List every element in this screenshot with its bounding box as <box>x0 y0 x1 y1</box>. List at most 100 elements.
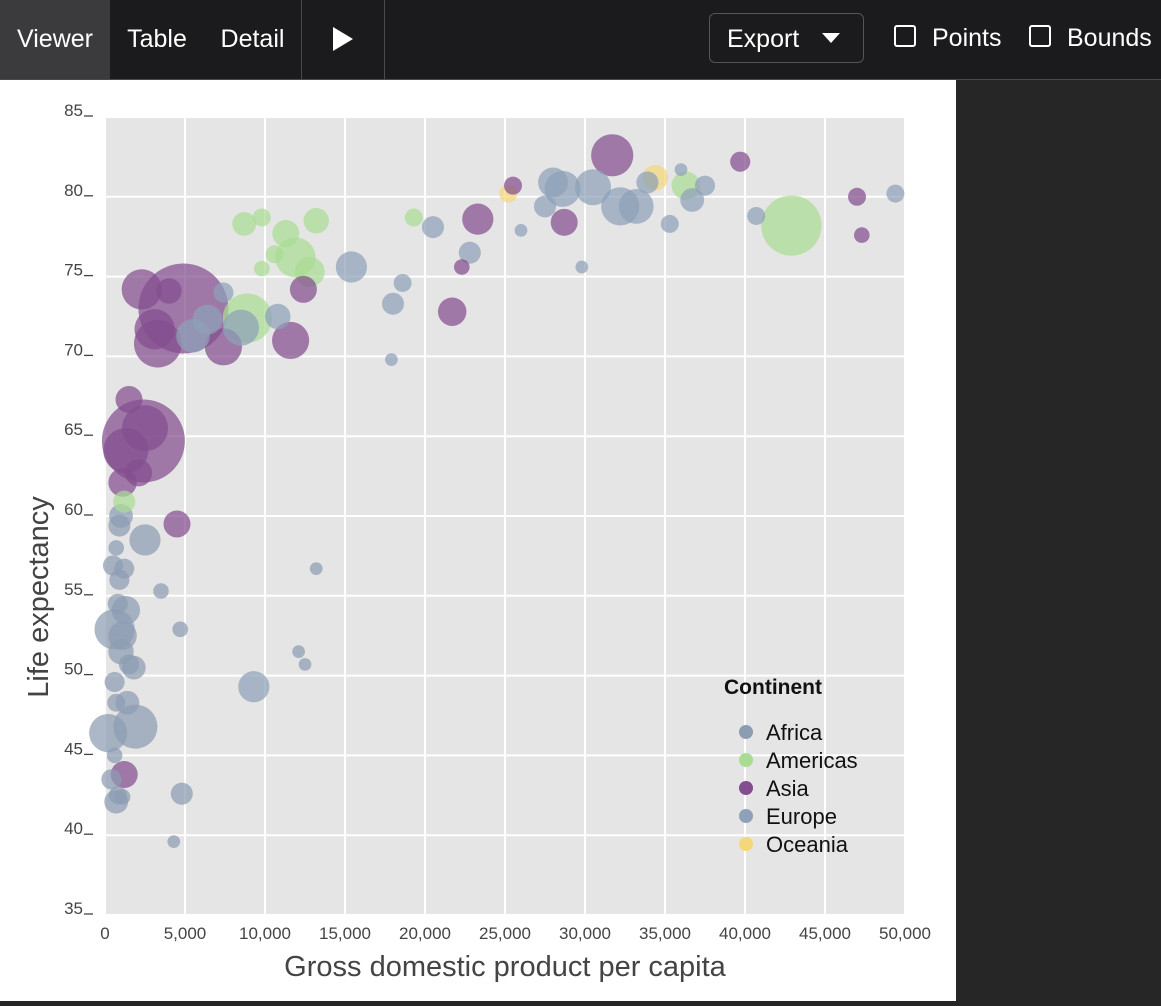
data-point <box>385 353 398 366</box>
tab-viewer[interactable]: Viewer <box>0 0 110 79</box>
data-point <box>854 227 870 243</box>
data-point <box>462 203 494 235</box>
legend-swatch <box>739 809 753 823</box>
data-point <box>238 671 270 703</box>
y-tick-label: 85 <box>64 101 83 120</box>
checkbox-box[interactable] <box>894 25 916 47</box>
x-tick-label: 25,000 <box>479 924 531 943</box>
x-axis-ticks: 0 5,000 10,000 15,000 20,000 25,000 30,000 35,0… <box>100 924 931 943</box>
export-label: Export <box>727 25 800 53</box>
data-point <box>381 292 405 315</box>
y-axis-ticks: 35 40 45 50 55 60 65 70 75 80 85 <box>64 101 93 918</box>
data-point <box>533 195 557 218</box>
data-point <box>153 583 169 599</box>
data-point <box>289 275 317 303</box>
tab-detail[interactable]: Detail <box>220 25 285 53</box>
toolbar-divider <box>301 0 302 79</box>
data-point <box>575 260 589 274</box>
legend-title: Continent <box>724 676 822 699</box>
legend: Continent Africa Americas Asia Europe Oceani… <box>724 676 858 857</box>
x-tick-label: 30,000 <box>559 924 611 943</box>
play-icon <box>333 27 353 51</box>
legend-label: Europe <box>766 804 837 829</box>
data-point <box>674 163 688 177</box>
data-point <box>115 385 143 413</box>
data-point <box>272 220 300 248</box>
side-panel <box>956 80 1161 1001</box>
x-tick-label: 0 <box>100 924 109 943</box>
y-tick-label: 65 <box>64 420 83 439</box>
x-tick-label: 45,000 <box>799 924 851 943</box>
data-point <box>680 188 705 212</box>
checkbox-box[interactable] <box>1029 25 1051 47</box>
data-point <box>309 562 323 576</box>
y-tick-label: 70 <box>64 340 83 359</box>
legend-swatch <box>739 753 753 767</box>
legend-swatch <box>739 837 753 851</box>
data-point <box>129 524 161 556</box>
data-point <box>591 134 634 177</box>
data-point <box>107 693 126 712</box>
data-point <box>104 671 125 693</box>
data-point <box>538 167 568 198</box>
chevron-down-icon <box>822 33 840 43</box>
toolbar: Viewer Table Detail Export Points Bounds <box>0 0 1161 80</box>
data-point <box>730 151 751 172</box>
data-point <box>163 510 191 538</box>
y-tick-label: 35 <box>64 899 83 918</box>
data-point <box>298 658 312 671</box>
data-point <box>156 278 182 304</box>
data-point <box>437 297 467 326</box>
x-tick-label: 40,000 <box>719 924 771 943</box>
data-point <box>636 171 659 194</box>
data-point <box>121 269 162 310</box>
data-points <box>89 134 905 848</box>
legend-label: Asia <box>766 776 810 801</box>
data-point <box>393 273 412 292</box>
data-point <box>272 321 310 359</box>
data-point <box>404 208 423 227</box>
y-tick-label: 80 <box>64 181 83 200</box>
data-point <box>514 223 528 237</box>
x-tick-label: 10,000 <box>239 924 291 943</box>
data-point <box>575 169 611 206</box>
bounds-label: Bounds <box>1067 24 1152 52</box>
data-point <box>292 645 305 659</box>
export-dropdown[interactable]: Export <box>709 13 864 63</box>
data-point <box>421 216 445 239</box>
data-point <box>172 621 188 638</box>
legend-label: Africa <box>766 720 823 745</box>
data-point <box>113 490 136 513</box>
x-tick-label: 50,000 <box>879 924 931 943</box>
data-point <box>618 188 654 224</box>
data-point <box>303 208 329 234</box>
data-point <box>504 176 522 195</box>
data-point <box>265 245 284 264</box>
x-axis-title: Gross domestic product per capita <box>284 951 727 983</box>
data-point <box>848 187 866 206</box>
data-point <box>134 309 175 350</box>
data-point <box>265 303 291 330</box>
data-point <box>550 208 578 236</box>
data-point <box>454 259 470 275</box>
data-point <box>335 251 367 283</box>
data-point <box>114 789 131 805</box>
play-button[interactable] <box>302 0 384 79</box>
tab-table[interactable]: Table <box>127 25 187 53</box>
y-tick-label: 60 <box>64 500 83 519</box>
chart-area: 0 5,000 10,000 15,000 20,000 25,000 30,000 35,0… <box>0 80 956 1001</box>
data-point <box>101 769 122 790</box>
data-point <box>232 212 257 236</box>
data-point <box>167 835 181 848</box>
legend-swatch <box>739 781 753 795</box>
y-tick-label: 45 <box>64 739 83 758</box>
data-point <box>886 184 905 203</box>
data-point <box>89 713 128 753</box>
data-point <box>458 241 481 264</box>
x-tick-label: 15,000 <box>319 924 371 943</box>
data-point <box>213 282 234 303</box>
y-axis-title: Life expectancy <box>23 496 55 698</box>
data-point <box>660 214 679 233</box>
legend-swatch <box>739 725 753 739</box>
scatter-chart: 0 5,000 10,000 15,000 20,000 25,000 30,000 35,0… <box>23 101 931 983</box>
